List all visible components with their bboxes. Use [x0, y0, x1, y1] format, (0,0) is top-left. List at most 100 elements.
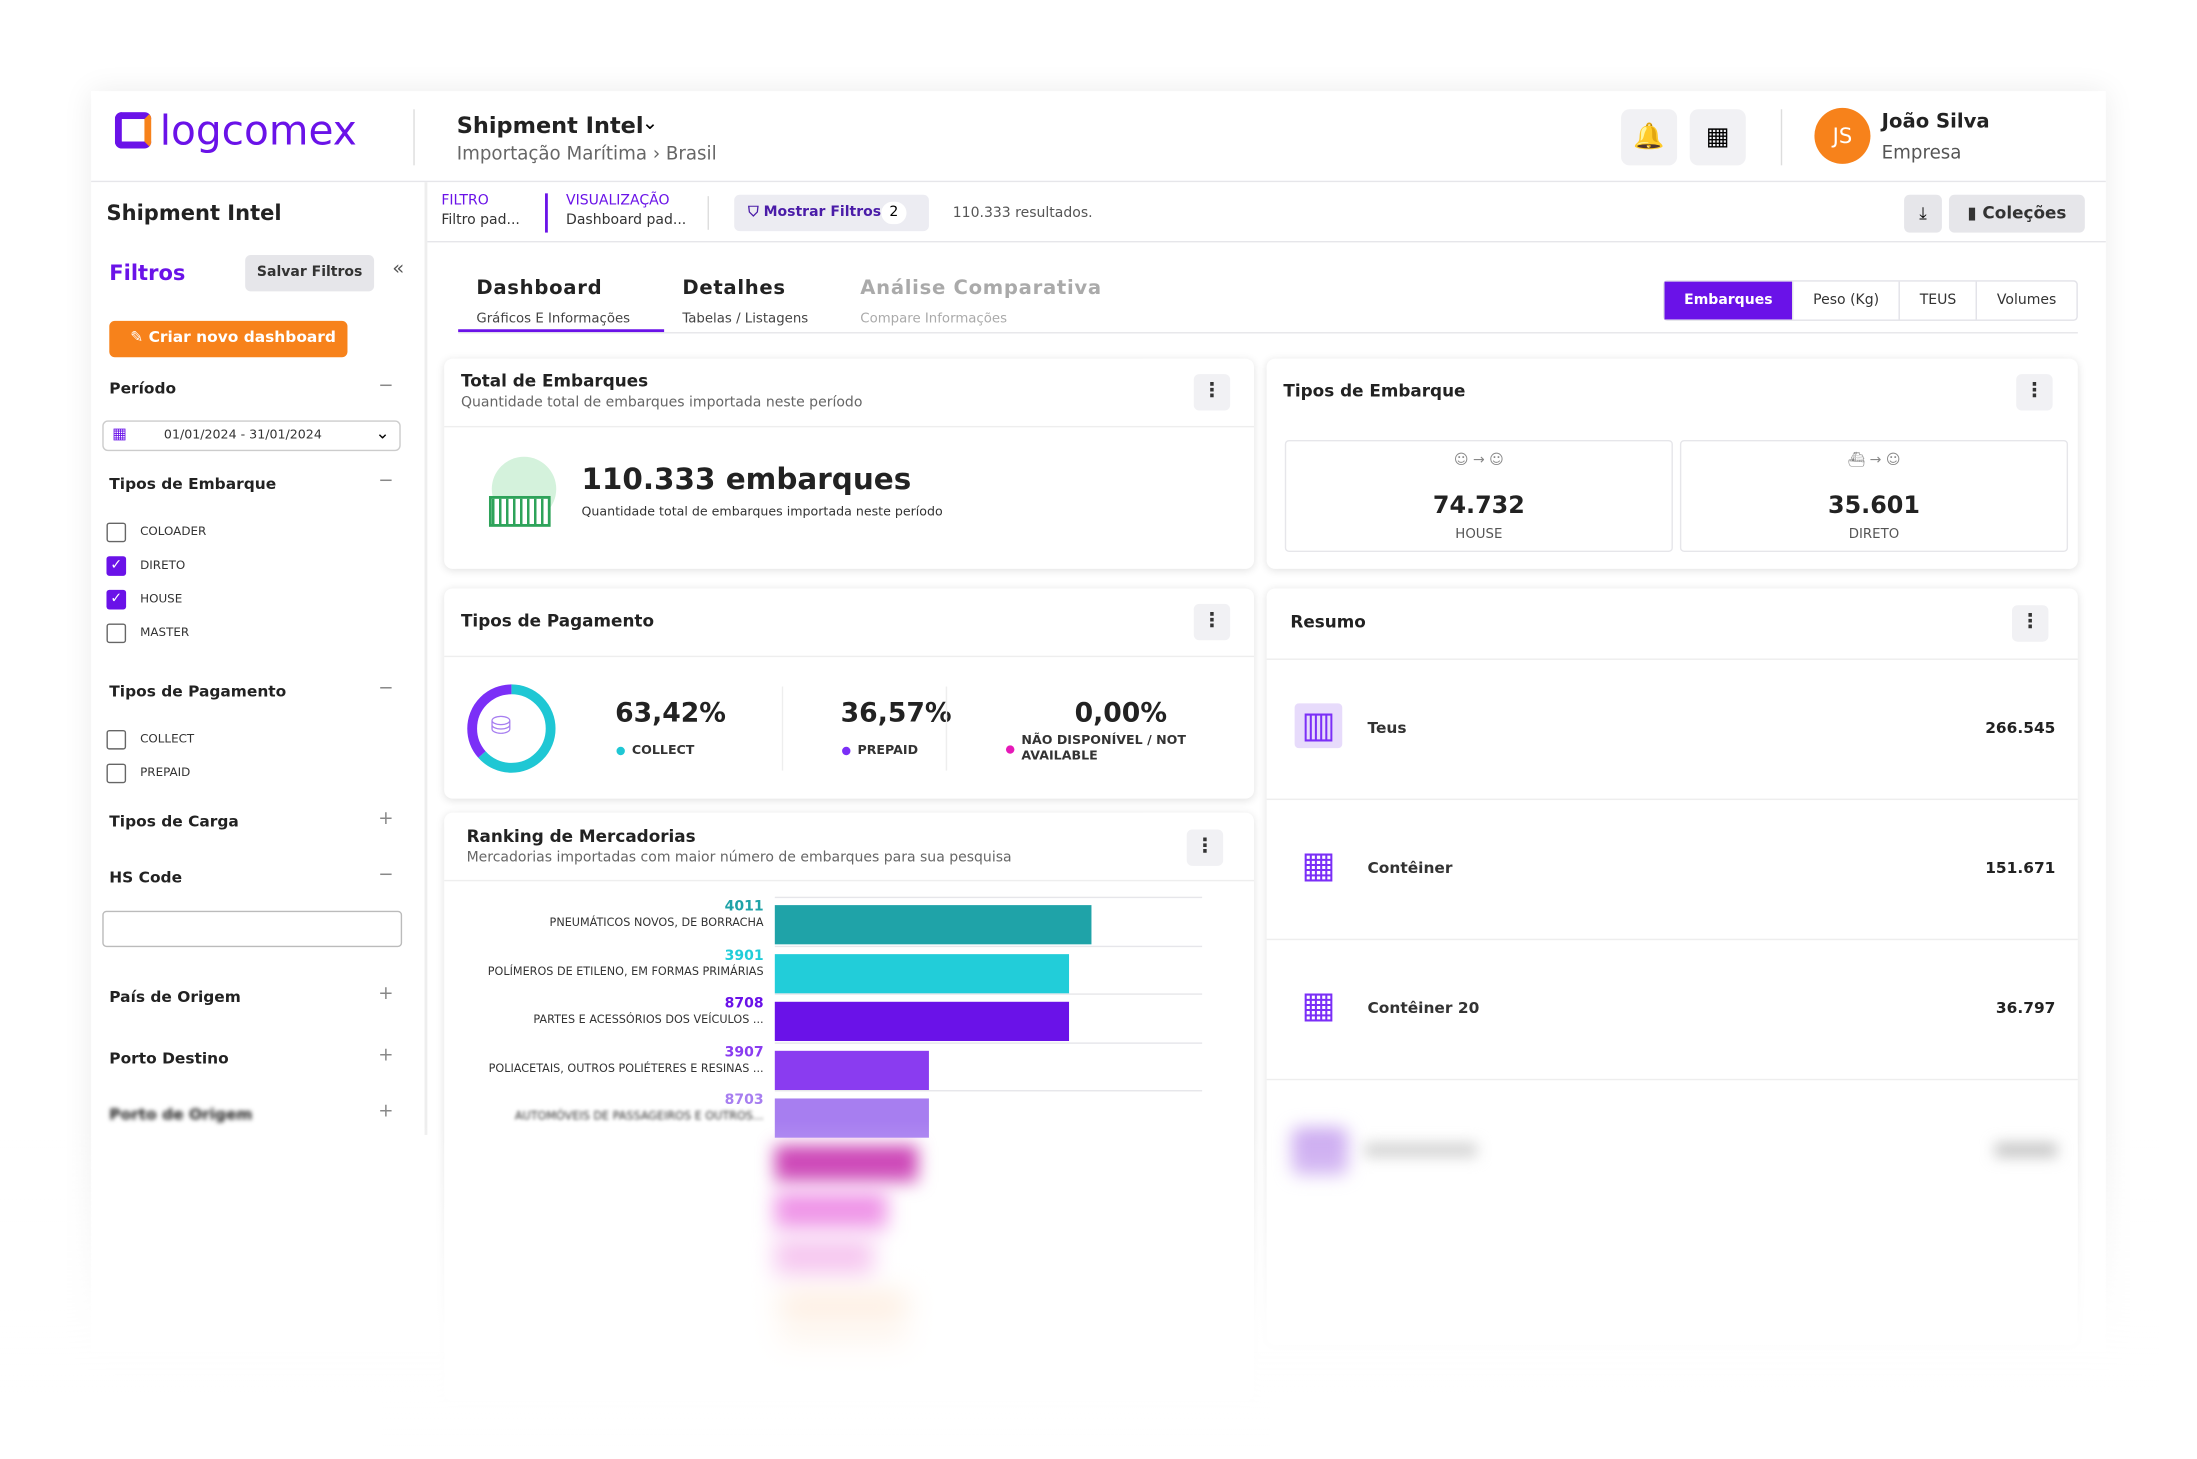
toggle-option[interactable]: TEUS — [1898, 281, 1976, 320]
tab-title[interactable]: Dashboard — [476, 277, 603, 300]
create-dashboard[interactable] — [109, 320, 348, 358]
chevron[interactable]: ⌄ — [641, 112, 659, 135]
date-value: 01/01/2024 - 31/01/2024 — [163, 428, 322, 443]
bar — [774, 1050, 929, 1090]
apps[interactable]: ▦ — [1689, 109, 1746, 166]
create-label: ✎ Criar novo dashboard — [130, 327, 336, 347]
coins-icon: ⛁ — [490, 711, 512, 742]
tab-indicator — [458, 329, 665, 333]
hs-code: 3901 — [724, 947, 764, 964]
card-title: Resumo — [1290, 612, 1366, 632]
checkbox[interactable]: ✓ — [106, 556, 127, 576]
checkbox[interactable] — [106, 763, 127, 784]
checkbox[interactable] — [106, 522, 127, 543]
hs-code: 8703 — [724, 1092, 764, 1109]
bar — [774, 1001, 1070, 1042]
resumo-label: Contêiner 20 — [1367, 998, 1480, 1018]
divider — [1266, 1078, 2078, 1081]
tab-subtitle: Compare Informações — [860, 311, 1008, 327]
save-filters[interactable]: Salvar Filtros — [245, 255, 375, 292]
resumo-value: 266.545 — [1985, 718, 2056, 737]
shipment-card: Tipos de Embarque ⋮ ☺ → ☺ 74.732 HOUSE ⛴ → … — [1266, 358, 2078, 569]
hs-input[interactable] — [102, 910, 403, 948]
container-box — [488, 495, 551, 527]
grid-line — [774, 1090, 1203, 1092]
toggle[interactable]: − — [378, 678, 394, 700]
crumb: Brasil — [665, 144, 717, 166]
toggle[interactable]: − — [378, 375, 394, 397]
menu[interactable]: ⋮ — [1193, 603, 1231, 641]
checkbox[interactable]: ✓ — [106, 589, 127, 610]
route-icon: ⛴ → ☺ — [1847, 452, 1901, 468]
payment-label: NÃO DISPONÍVEL / NOT AVAILABLE — [1021, 734, 1186, 764]
total-value: 110.333 embarques — [581, 462, 912, 496]
card-subtitle: Mercadorias importadas com maior número … — [466, 850, 1012, 866]
notifications[interactable]: 🔔 — [1621, 109, 1678, 166]
view-value[interactable]: Dashboard pad... — [566, 212, 687, 229]
brand: logcomex — [159, 106, 357, 155]
card-title: Total de Embarques — [460, 371, 649, 391]
donut — [467, 684, 556, 773]
collections[interactable]: ▮ Coleções — [1948, 194, 2085, 233]
hs-code: 4011 — [724, 899, 764, 915]
section-label: País de Origem — [109, 987, 241, 1006]
show-filters-text: Mostrar Filtros — [763, 204, 882, 220]
toggle-option[interactable]: Volumes — [1975, 281, 2076, 320]
toggle[interactable]: + — [378, 1045, 394, 1067]
toggle[interactable]: − — [378, 470, 394, 492]
resumo-icon: ▦ — [1301, 984, 1336, 1028]
menu[interactable]: ⋮ — [1186, 829, 1224, 866]
brand-logo — [114, 112, 152, 149]
merchandise: AUTOMÓVEIS DE PASSAGEIROS E OUTROS... — [514, 1109, 764, 1123]
crumb: Importação Marítima — [456, 144, 648, 166]
toggle[interactable]: + — [378, 808, 394, 830]
menu[interactable]: ⋮ — [2016, 374, 2053, 411]
shipment-value: 74.732 — [1432, 491, 1525, 520]
divider — [427, 240, 2106, 243]
scrollbar — [424, 182, 428, 1135]
checkbox-label: HOUSE — [140, 592, 183, 607]
shipment-label: HOUSE — [1455, 526, 1503, 543]
checkbox[interactable] — [106, 729, 127, 750]
legend-dot — [1005, 745, 1015, 754]
route-icon: ☺ → ☺ — [1453, 452, 1504, 468]
toggle[interactable]: − — [378, 864, 394, 886]
checkbox-label: COLOADER — [140, 525, 207, 540]
show-filters-label: ⛉ Mostrar Filtros — [748, 204, 882, 220]
toggle-option[interactable]: Embarques — [1664, 281, 1793, 320]
section-label: Tipos de Pagamento — [109, 682, 287, 701]
collapse[interactable]: « — [392, 257, 405, 281]
divider — [444, 425, 1254, 428]
sidebar-title: Shipment Intel — [106, 200, 282, 226]
divider — [444, 879, 1254, 882]
payments-card: Tipos de Pagamento ⋮ ⛁ 63,42% COLLECT 36,5… — [444, 588, 1254, 799]
toggle-option[interactable]: Peso (Kg) — [1792, 281, 1899, 320]
resumo-label: Contêiner — [1367, 858, 1453, 878]
menu[interactable]: ⋮ — [1193, 374, 1231, 411]
filter-value[interactable]: Filtro pad... — [441, 212, 520, 229]
filters-title: Filtros — [109, 260, 186, 286]
download[interactable]: ⤓ — [1904, 194, 1942, 233]
resumo-icon: ▥ — [1294, 703, 1343, 749]
avatar[interactable]: JS — [1814, 107, 1871, 164]
tab-title[interactable]: Análise Comparativa — [860, 277, 1102, 300]
checkbox[interactable] — [106, 623, 127, 644]
date-range[interactable]: ▦ 01/01/2024 - 31/01/2024 ⌄ — [102, 420, 401, 452]
toggle[interactable]: + — [378, 983, 394, 1005]
payment-value: 36,57% — [840, 697, 952, 729]
checkbox-label: COLLECT — [140, 732, 195, 747]
product[interactable]: Shipment Intel — [456, 112, 644, 139]
tab-title[interactable]: Detalhes — [682, 277, 786, 300]
bar — [774, 953, 1070, 993]
chevron: ⌄ — [375, 423, 390, 443]
merchandise: POLÍMEROS DE ETILENO, EM FORMAS PRIMÁRIA… — [487, 964, 764, 978]
card-title: Tipos de Embarque — [1283, 381, 1466, 401]
divider — [458, 332, 2078, 334]
payment-label: COLLECT — [631, 743, 695, 758]
menu[interactable]: ⋮ — [2011, 605, 2049, 642]
resumo-value: 151.671 — [1985, 858, 2056, 878]
toggle[interactable]: + — [378, 1101, 394, 1123]
section-label: Porto de Origem — [109, 1105, 253, 1124]
checkbox-label: MASTER — [140, 626, 190, 641]
